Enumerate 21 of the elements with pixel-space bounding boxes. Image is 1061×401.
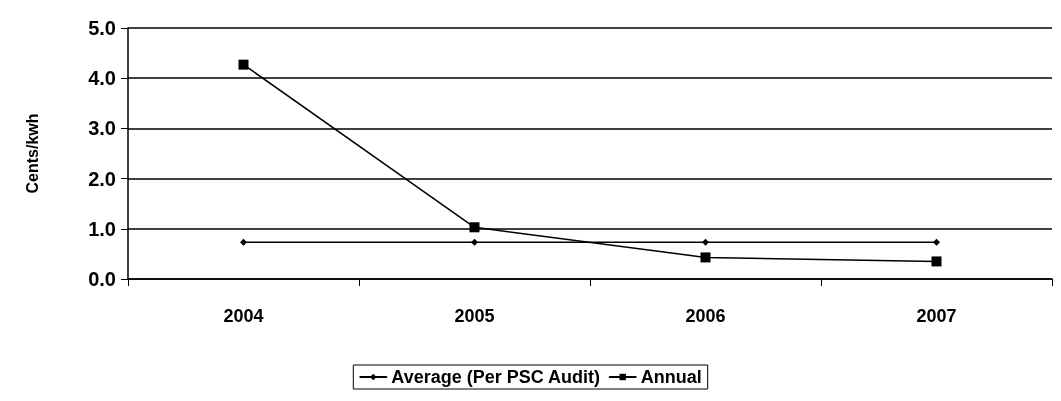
y-tick-label: 5.0	[88, 17, 116, 39]
y-tick-label: 3.0	[88, 117, 116, 140]
y-tick-label: 2.0	[88, 167, 116, 190]
legend-label: Annual	[640, 367, 702, 387]
y-tick-label: 0.0	[88, 268, 116, 290]
x-tick-label: 2004	[223, 306, 264, 326]
y-tick-label: 1.0	[88, 217, 116, 240]
x-tick-label: 2006	[685, 306, 726, 326]
point	[240, 238, 247, 246]
x-tick-label: 2005	[454, 306, 495, 326]
point	[700, 252, 711, 263]
point	[469, 222, 480, 233]
point	[238, 59, 249, 70]
x-tick-label: 2007	[916, 306, 957, 326]
legend-label: Average (Per PSC Audit)	[391, 367, 601, 387]
point	[471, 238, 478, 246]
y-tick-label: 4.0	[88, 67, 116, 90]
y-axis-title: Cents/kwh	[23, 113, 41, 194]
point	[702, 238, 709, 246]
point	[931, 256, 942, 267]
point	[933, 238, 940, 246]
